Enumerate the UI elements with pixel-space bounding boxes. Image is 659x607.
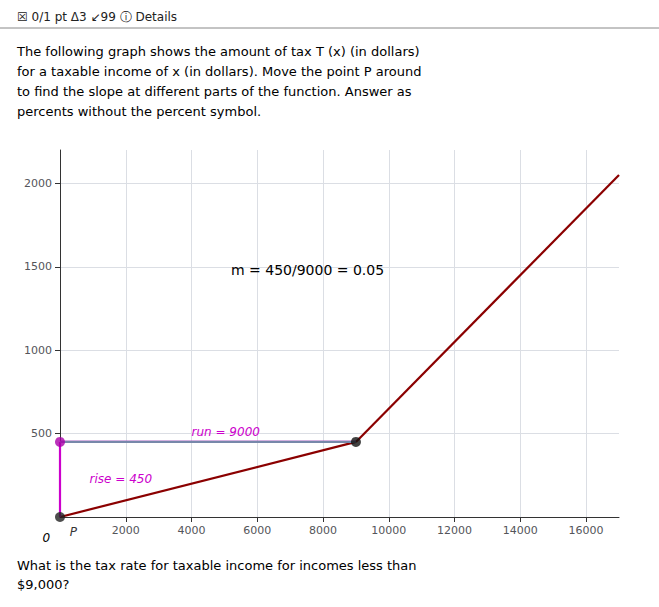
- svg-text:8000: 8000: [309, 524, 337, 537]
- svg-text:2000: 2000: [24, 177, 52, 190]
- svg-text:2000: 2000: [112, 524, 140, 537]
- svg-text:☒ 0/1 pt Δ3 ↙99 ⓘ Details: ☒ 0/1 pt Δ3 ↙99 ⓘ Details: [17, 10, 177, 24]
- svg-text:P: P: [70, 525, 78, 539]
- svg-text:500: 500: [31, 427, 52, 440]
- svg-text:percents without the percent s: percents without the percent symbol.: [17, 104, 261, 119]
- svg-text:0: 0: [42, 531, 50, 545]
- svg-text:1500: 1500: [24, 260, 52, 273]
- svg-text:rise = 450: rise = 450: [90, 472, 153, 486]
- svg-text:4000: 4000: [178, 524, 206, 537]
- svg-text:What is the tax rate for taxab: What is the tax rate for taxable income …: [17, 558, 417, 573]
- svg-text:6000: 6000: [243, 524, 271, 537]
- svg-text:1000: 1000: [24, 344, 52, 357]
- svg-text:$9,000?: $9,000?: [17, 577, 69, 592]
- svg-text:for a taxable income of x (in: for a taxable income of x (in dollars). …: [17, 64, 421, 79]
- svg-text:14000: 14000: [503, 524, 538, 537]
- svg-text:12000: 12000: [437, 524, 472, 537]
- svg-text:The following graph shows the: The following graph shows the amount of …: [16, 44, 420, 59]
- svg-text:run = 9000: run = 9000: [192, 425, 261, 439]
- svg-text:10000: 10000: [371, 524, 406, 537]
- svg-text:m = 450/9000 = 0.05: m = 450/9000 = 0.05: [231, 262, 384, 278]
- svg-text:to find the slope at different: to find the slope at different parts of …: [17, 84, 412, 99]
- svg-text:16000: 16000: [569, 524, 604, 537]
